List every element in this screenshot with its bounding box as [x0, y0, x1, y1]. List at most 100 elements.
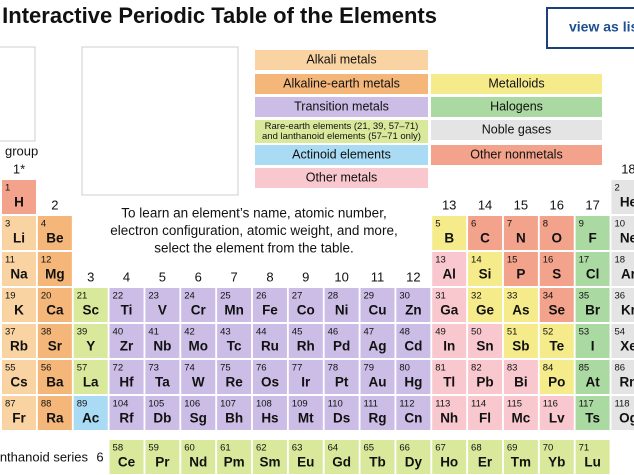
- element-cell[interactable]: [575, 440, 610, 474]
- element-cell[interactable]: [432, 324, 467, 358]
- element-cell[interactable]: [181, 396, 216, 430]
- atomic-number[interactable]: 36: [614, 291, 625, 302]
- element-cell[interactable]: [217, 324, 252, 358]
- element-symbol[interactable]: W: [192, 375, 205, 390]
- atomic-number[interactable]: 44: [256, 327, 267, 338]
- element-symbol[interactable]: Na: [10, 267, 28, 282]
- element-cell[interactable]: [575, 396, 610, 430]
- atomic-number[interactable]: 3: [5, 219, 10, 230]
- element-symbol[interactable]: B: [444, 231, 454, 246]
- atomic-number[interactable]: 62: [256, 443, 267, 454]
- view-as-list-button[interactable]: [546, 7, 634, 49]
- element-cell[interactable]: [611, 252, 634, 286]
- atomic-number[interactable]: 71: [579, 443, 590, 454]
- atomic-number[interactable]: 74: [184, 363, 195, 374]
- atomic-number[interactable]: 45: [292, 327, 303, 338]
- atomic-number[interactable]: 19: [5, 291, 16, 302]
- element-cell[interactable]: [432, 440, 467, 474]
- element-symbol[interactable]: Ce: [118, 455, 136, 470]
- element-symbol[interactable]: Po: [548, 375, 565, 390]
- element-symbol[interactable]: Mg: [45, 267, 65, 282]
- atomic-number[interactable]: 27: [292, 291, 303, 302]
- element-symbol[interactable]: Re: [225, 375, 243, 390]
- element-cell[interactable]: [2, 180, 36, 214]
- atomic-number[interactable]: 4: [41, 219, 46, 230]
- atomic-number[interactable]: 77: [292, 363, 303, 374]
- atomic-number[interactable]: 67: [435, 443, 446, 454]
- element-symbol[interactable]: K: [14, 303, 24, 318]
- atomic-number[interactable]: 34: [543, 291, 554, 302]
- element-symbol[interactable]: Tc: [227, 339, 242, 354]
- element-symbol[interactable]: Ar: [621, 267, 634, 282]
- element-symbol[interactable]: H: [14, 195, 24, 210]
- atomic-number[interactable]: 13: [435, 255, 446, 266]
- element-cell[interactable]: [145, 324, 180, 358]
- atomic-number[interactable]: 38: [41, 327, 52, 338]
- element-cell[interactable]: [145, 440, 180, 474]
- element-symbol[interactable]: Nh: [440, 411, 458, 426]
- legend-swatch[interactable]: [255, 74, 428, 94]
- element-symbol[interactable]: S: [552, 267, 561, 282]
- atomic-number[interactable]: 15: [507, 255, 518, 266]
- element-cell[interactable]: [360, 324, 395, 358]
- element-symbol[interactable]: Bh: [225, 411, 243, 426]
- atomic-number[interactable]: 47: [364, 327, 375, 338]
- element-cell[interactable]: [611, 360, 634, 394]
- element-symbol[interactable]: Er: [478, 455, 493, 470]
- element-symbol[interactable]: Al: [442, 267, 456, 282]
- atomic-number[interactable]: 24: [184, 291, 195, 302]
- atomic-number[interactable]: 85: [579, 363, 590, 374]
- element-cell[interactable]: [37, 324, 72, 358]
- element-cell[interactable]: [2, 216, 36, 250]
- atomic-number[interactable]: 55: [5, 363, 16, 374]
- atomic-number[interactable]: 118: [614, 399, 629, 410]
- element-symbol[interactable]: Y: [86, 339, 95, 354]
- atomic-number[interactable]: 64: [328, 443, 339, 454]
- atomic-number[interactable]: 79: [364, 363, 375, 374]
- element-symbol[interactable]: Pb: [476, 375, 493, 390]
- element-cell[interactable]: [2, 324, 36, 358]
- element-symbol[interactable]: Ne: [620, 231, 634, 246]
- element-cell[interactable]: [575, 324, 610, 358]
- atomic-number[interactable]: 54: [614, 327, 625, 338]
- atomic-number[interactable]: 78: [328, 363, 339, 374]
- legend-label[interactable]: Alkaline-earth metals: [283, 76, 400, 90]
- element-symbol[interactable]: Ni: [335, 303, 349, 318]
- element-cell[interactable]: [396, 288, 431, 322]
- element-cell[interactable]: [539, 324, 574, 358]
- atomic-number[interactable]: 51: [507, 327, 518, 338]
- atomic-number[interactable]: 16: [543, 255, 554, 266]
- element-symbol[interactable]: Ge: [476, 303, 495, 318]
- legend-label[interactable]: Other metals: [306, 170, 378, 184]
- element-symbol[interactable]: Rb: [10, 339, 28, 354]
- atomic-number[interactable]: 117: [579, 399, 594, 410]
- element-cell[interactable]: [181, 324, 216, 358]
- element-symbol[interactable]: Rh: [297, 339, 315, 354]
- legend-label[interactable]: Metalloids: [488, 76, 544, 90]
- element-symbol[interactable]: Sg: [190, 411, 207, 426]
- element-cell[interactable]: [611, 180, 634, 214]
- element-symbol[interactable]: Ti: [121, 303, 133, 318]
- element-cell[interactable]: [360, 288, 395, 322]
- element-cell[interactable]: [396, 324, 431, 358]
- atomic-number[interactable]: 6: [471, 219, 476, 230]
- element-symbol[interactable]: Si: [479, 267, 492, 282]
- atomic-number[interactable]: 9: [579, 219, 584, 230]
- atomic-number[interactable]: 107: [220, 399, 236, 410]
- atomic-number[interactable]: 35: [579, 291, 590, 302]
- element-cell[interactable]: [73, 360, 108, 394]
- element-symbol[interactable]: Ac: [82, 411, 100, 426]
- element-symbol[interactable]: Hf: [119, 375, 134, 390]
- element-symbol[interactable]: Ir: [301, 375, 311, 390]
- atomic-number[interactable]: 111: [364, 399, 378, 410]
- atomic-number[interactable]: 8: [543, 219, 548, 230]
- element-symbol[interactable]: Yb: [548, 455, 565, 470]
- element-cell[interactable]: [37, 396, 72, 430]
- atomic-number[interactable]: 31: [435, 291, 446, 302]
- element-symbol[interactable]: Mn: [224, 303, 244, 318]
- atomic-number[interactable]: 22: [113, 291, 124, 302]
- legend-label[interactable]: Transition metals: [294, 99, 389, 113]
- legend-label[interactable]: Actinoid elements: [292, 147, 391, 161]
- element-symbol[interactable]: P: [516, 267, 525, 282]
- atomic-number[interactable]: 109: [292, 399, 308, 410]
